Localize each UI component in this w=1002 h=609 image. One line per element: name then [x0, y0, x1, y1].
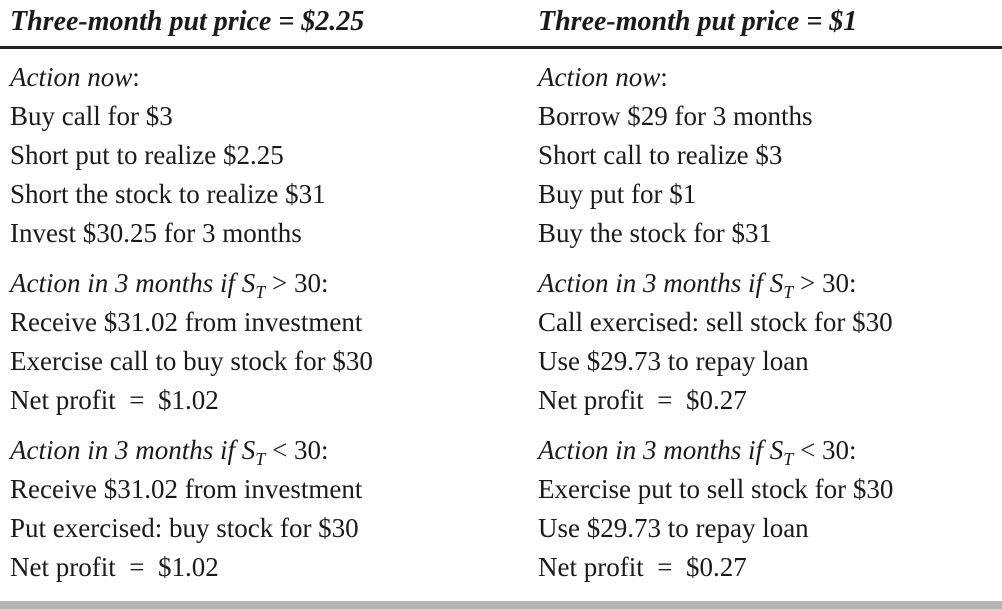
right-above-item-2: Use $29.73 to repay loan [538, 346, 809, 376]
right-now-item-4: Buy the stock for $31 [538, 218, 772, 248]
left-now-item-4: Invest $30.25 for 3 months [10, 218, 302, 248]
left-action-now-colon: : [132, 62, 140, 92]
left-now-item-2: Short put to realize $2.25 [10, 140, 284, 170]
left-above-heading-suffix: > 30: [265, 268, 329, 298]
right-below-heading-prefix: Action in 3 months if S [538, 435, 784, 465]
left-below-heading: Action in 3 months if ST < 30: [10, 431, 480, 470]
left-below-heading-sub: T [255, 449, 266, 469]
left-now-item-3: Short the stock to realize $31 [10, 179, 326, 209]
right-action-now-colon: : [660, 62, 668, 92]
left-above-item-1: Receive $31.02 from investment [10, 307, 363, 337]
right-above-section: Action in 3 months if ST > 30: Call exer… [538, 264, 1002, 420]
table-header-row: Three-month put price = $2.25 Three-mont… [0, 0, 1002, 46]
right-below-item-1: Exercise put to sell stock for $30 [538, 474, 894, 504]
right-below-heading-sub: T [783, 449, 794, 469]
header-rule [0, 46, 1002, 49]
bottom-rule [0, 601, 1002, 609]
left-action-now-section: Action now: Buy call for $3 Short put to… [10, 58, 480, 253]
header-right: Three-month put price = $1 [538, 6, 858, 37]
left-now-item-1: Buy call for $3 [10, 101, 173, 131]
left-below-item-2: Put exercised: buy stock for $30 [10, 513, 359, 543]
right-now-item-3: Buy put for $1 [538, 179, 697, 209]
right-above-heading-sub: T [783, 282, 794, 302]
right-now-item-2: Short call to realize $3 [538, 140, 783, 170]
left-below-section: Action in 3 months if ST < 30: Receive $… [10, 431, 480, 587]
right-below-heading: Action in 3 months if ST < 30: [538, 431, 1002, 470]
left-below-heading-prefix: Action in 3 months if S [10, 435, 256, 465]
right-below-section: Action in 3 months if ST < 30: Exercise … [538, 431, 1002, 587]
right-below-item-2: Use $29.73 to repay loan [538, 513, 809, 543]
left-below-net-profit: Net profit = $1.02 [10, 552, 219, 582]
left-above-net-profit: Net profit = $1.02 [10, 385, 219, 415]
right-above-heading-prefix: Action in 3 months if S [538, 268, 784, 298]
right-above-item-1: Call exercised: sell stock for $30 [538, 307, 893, 337]
left-below-heading-suffix: < 30: [265, 435, 329, 465]
right-column: Action now: Borrow $29 for 3 months Shor… [538, 58, 1002, 587]
right-above-heading: Action in 3 months if ST > 30: [538, 264, 1002, 303]
right-above-heading-suffix: > 30: [793, 268, 857, 298]
right-now-item-1: Borrow $29 for 3 months [538, 101, 813, 131]
right-action-now-section: Action now: Borrow $29 for 3 months Shor… [538, 58, 1002, 253]
left-action-now-heading-text: Action now [10, 62, 133, 92]
header-left: Three-month put price = $2.25 [10, 6, 365, 37]
left-above-heading-sub: T [255, 282, 266, 302]
left-above-section: Action in 3 months if ST > 30: Receive $… [10, 264, 480, 420]
left-below-item-1: Receive $31.02 from investment [10, 474, 363, 504]
right-below-heading-suffix: < 30: [793, 435, 857, 465]
right-above-net-profit: Net profit = $0.27 [538, 385, 747, 415]
left-above-heading-prefix: Action in 3 months if S [10, 268, 256, 298]
left-column: Action now: Buy call for $3 Short put to… [10, 58, 480, 587]
left-above-item-2: Exercise call to buy stock for $30 [10, 346, 373, 376]
left-above-heading: Action in 3 months if ST > 30: [10, 264, 480, 303]
right-action-now-heading: Action now: [538, 58, 1002, 97]
left-action-now-heading: Action now: [10, 58, 480, 97]
right-action-now-heading-text: Action now [538, 62, 661, 92]
right-below-net-profit: Net profit = $0.27 [538, 552, 747, 582]
